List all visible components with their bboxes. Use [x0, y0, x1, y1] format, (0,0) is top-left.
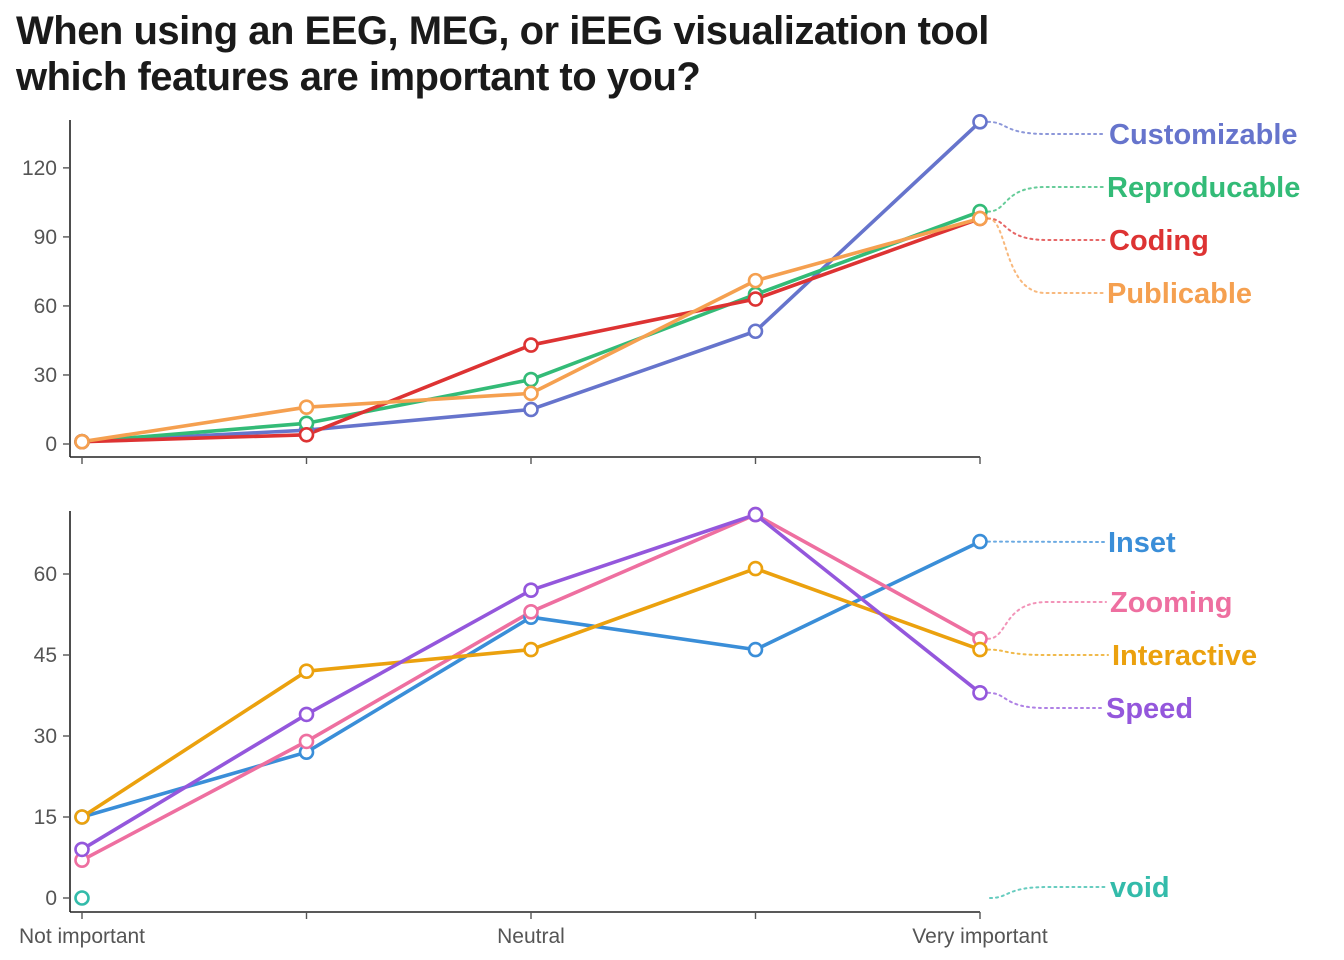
y-tick-label: 45 — [34, 644, 57, 667]
leader-line-void — [989, 886, 1107, 899]
data-point-reproducable — [523, 371, 539, 388]
data-point-customizable — [523, 401, 539, 418]
y-tick-label: 90 — [34, 226, 57, 249]
chart-panel-2: 0 15 30 45 60 Not important Neutral Very import… — [19, 506, 1257, 948]
data-point-speed — [74, 841, 90, 858]
data-point-coding — [298, 426, 315, 443]
x-tick-label: Not important — [19, 925, 145, 948]
series-label-coding: Coding — [1109, 225, 1209, 257]
y-tick-label: 60 — [34, 295, 57, 318]
chart-title-line-1: When using an EEG, MEG, or iEEG visualiz… — [16, 9, 989, 53]
x-tick-label: Very important — [912, 925, 1048, 948]
data-point-speed — [523, 582, 539, 599]
x-tick-label: Neutral — [497, 925, 565, 948]
series-label-reproducable: Reproducable — [1107, 172, 1300, 204]
chart-title-line-2: which features are important to you? — [16, 55, 701, 99]
data-point-coding — [747, 291, 764, 307]
y-tick-label: 120 — [22, 157, 57, 180]
data-point-inset — [747, 641, 764, 658]
leader-line-interactive — [987, 648, 1109, 656]
leader-line-customizable — [987, 120, 1106, 135]
leader-line-zooming — [987, 601, 1107, 640]
y-tick-label: 30 — [34, 725, 57, 748]
series-label-publicable: Publicable — [1107, 278, 1252, 310]
data-point-publicable — [298, 399, 315, 415]
data-point-speed — [298, 706, 315, 723]
series-label-customizable: Customizable — [1109, 119, 1298, 151]
series-label-interactive: Interactive — [1112, 640, 1257, 672]
data-point-zooming — [298, 733, 315, 750]
data-point-speed — [972, 684, 988, 701]
data-point-publicable — [972, 210, 988, 227]
data-point-interactive — [523, 641, 539, 658]
data-point-publicable — [74, 433, 90, 450]
data-point-customizable — [747, 323, 764, 340]
series-label-void: void — [1110, 872, 1170, 904]
y-tick-label: 30 — [34, 364, 57, 387]
data-point-interactive — [972, 641, 988, 658]
leader-line-speed — [987, 691, 1103, 709]
y-tick-label: 0 — [45, 433, 57, 456]
series-label-inset: Inset — [1108, 527, 1176, 559]
data-point-coding — [523, 337, 539, 353]
y-tick-label: 0 — [45, 887, 57, 910]
y-tick-label: 15 — [34, 806, 57, 829]
data-point-interactive — [298, 663, 315, 680]
data-point-customizable — [972, 114, 988, 130]
series-label-speed: Speed — [1106, 693, 1193, 725]
chart-panel-1: 0 30 60 90 120 Customizable Reproducable Coding… — [22, 114, 1300, 464]
leader-line-coding — [987, 217, 1106, 241]
data-point-publicable — [747, 272, 764, 289]
leader-line-reproducable — [987, 186, 1104, 213]
data-point-interactive — [747, 560, 764, 577]
data-point-void — [74, 890, 90, 906]
series-line-zooming — [80, 512, 982, 863]
series-label-zooming: Zooming — [1110, 587, 1232, 619]
y-tick-label: 60 — [34, 563, 57, 586]
data-point-inset — [972, 533, 988, 550]
data-point-speed — [747, 506, 764, 523]
leader-line-publicable — [987, 217, 1104, 294]
chart-title: When using an EEG, MEG, or iEEG visualiz… — [16, 8, 989, 100]
data-point-publicable — [523, 385, 539, 402]
data-point-zooming — [523, 603, 539, 620]
data-point-interactive — [74, 809, 90, 825]
